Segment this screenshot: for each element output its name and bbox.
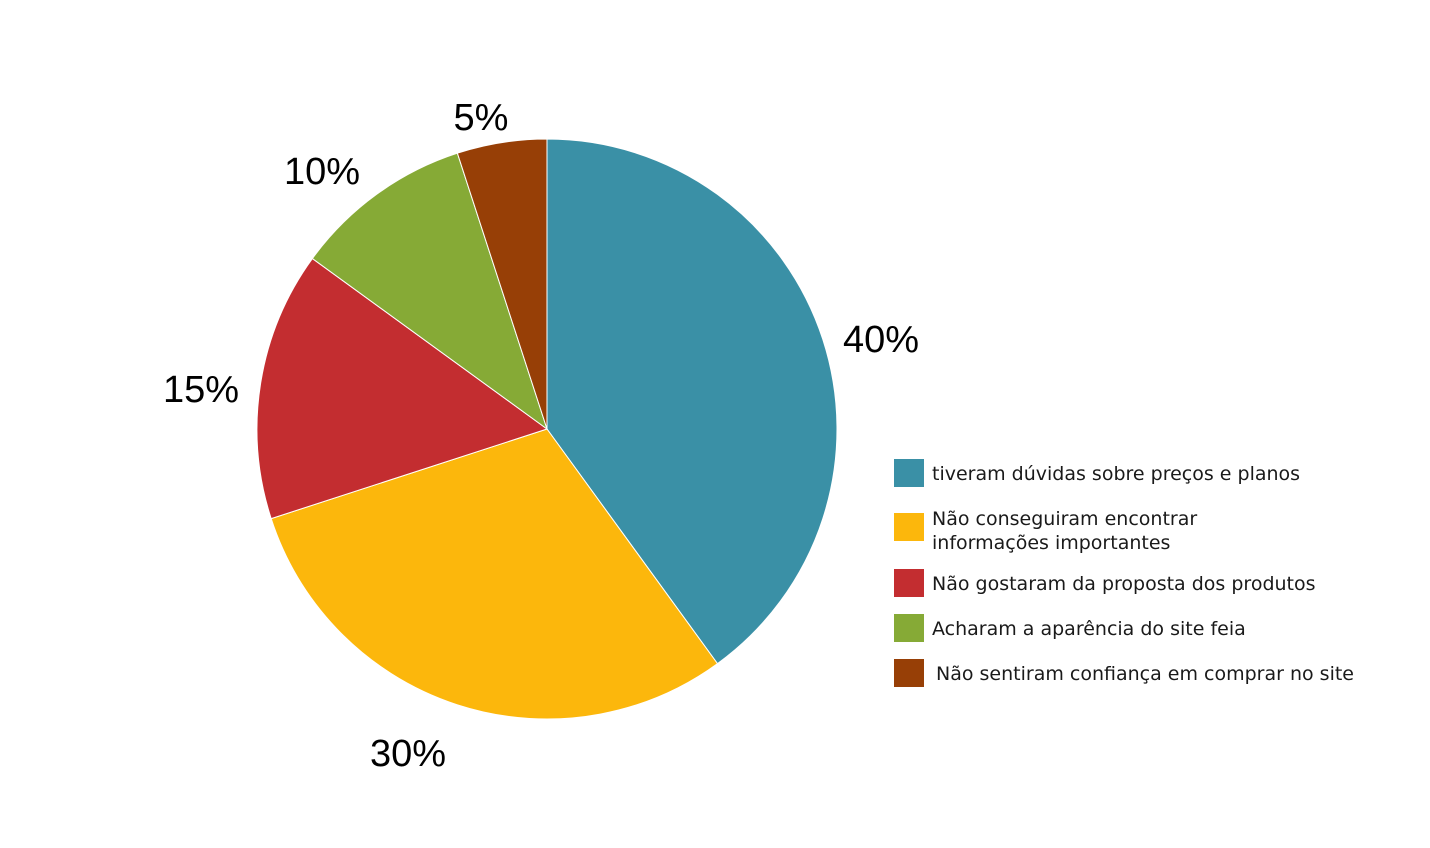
- pie-slice-nao-sentiram-confianca-em-comprar-no-site: [456, 138, 548, 430]
- data-label-15-percent: 15%: [163, 369, 239, 411]
- legend-swatch-4: [894, 614, 924, 642]
- legend-label-5: Não sentiram confiança em comprar no sit…: [936, 663, 1354, 685]
- data-label-10-percent: 10%: [284, 151, 360, 193]
- pie-slice-nao-gostaram-da-proposta-dos-produtos: [256, 257, 549, 520]
- legend-swatch-5: [894, 659, 924, 687]
- data-label-5-percent: 5%: [454, 97, 509, 139]
- legend-swatch-1: [894, 459, 924, 487]
- pie-slice-acharam-a-aparencia-do-site-feia: [311, 152, 548, 431]
- legend: tiveram dúvidas sobre preços e planos Não…: [894, 459, 1354, 687]
- legend-swatch-2: [894, 513, 924, 541]
- data-label-40-percent: 40%: [843, 319, 919, 361]
- pie-slice-nao-conseguiram-encontrar-informacoes-importantes: [270, 428, 719, 720]
- pie-slices: [256, 138, 838, 720]
- legend-label-4: Acharam a aparência do site feia: [932, 618, 1246, 640]
- pie-data-labels: 40% 30% 15% 10% 5%: [163, 97, 919, 775]
- pie-slice-tiveram-duvidas-sobre-precos-e-planos: [546, 138, 838, 665]
- legend-swatch-3: [894, 569, 924, 597]
- legend-label-1: tiveram dúvidas sobre preços e planos: [932, 463, 1300, 485]
- legend-label-3: Não gostaram da proposta dos produtos: [932, 573, 1316, 595]
- legend-label-2: Não conseguiram encontrar informações imp…: [932, 508, 1197, 554]
- data-label-30-percent: 30%: [370, 733, 446, 775]
